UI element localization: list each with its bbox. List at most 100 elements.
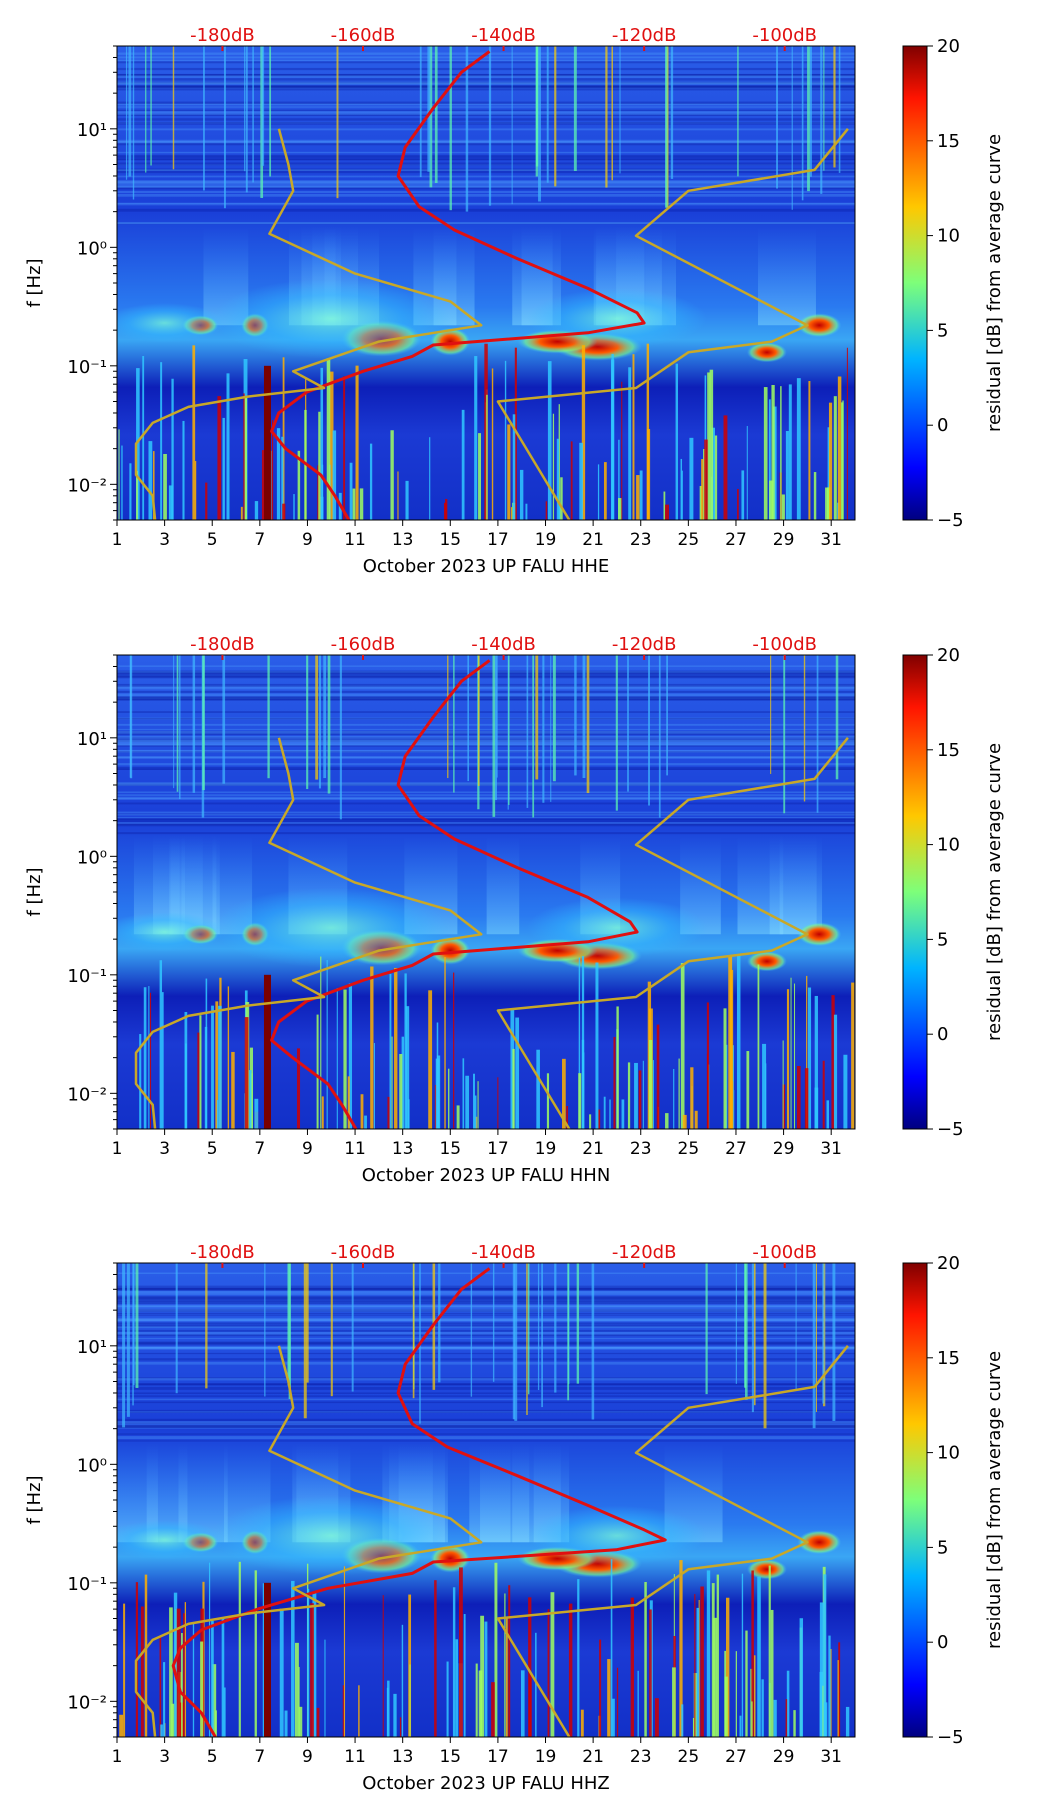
x-tick-label: 13 [392, 530, 414, 550]
y-axis: 10⁻² 10⁻¹ 10⁰ 10¹ [67, 654, 117, 1130]
x-tick-label: 23 [630, 1139, 652, 1159]
colorbar-tick-label: 10 [937, 835, 960, 856]
y-tick-label: 10⁰ [77, 847, 107, 868]
x-tick-label: 15 [439, 1747, 461, 1767]
colorbar: 20 15 10 5 0 −5 residual [dB] from average cur… [902, 36, 1005, 531]
x-tick-label: 29 [773, 1139, 795, 1159]
x-tick-label: 29 [773, 1747, 795, 1767]
top-tick-label: -100dB [752, 634, 817, 655]
colorbar-tick-label: 20 [937, 36, 960, 57]
x-tick-label: 3 [159, 530, 170, 550]
x-tick-label: 9 [302, 530, 313, 550]
noise-model-curve-2 [496, 737, 849, 1129]
colorbar-tick-label: 15 [937, 1348, 960, 1369]
colorbar-gradient [902, 45, 928, 521]
colorbar-label: residual [dB] from average curve [984, 743, 1005, 1041]
red-average-curve [270, 50, 646, 520]
noise-model-curve-2 [496, 128, 849, 520]
x-tick-label: 25 [678, 1139, 700, 1159]
x-tick-label: 3 [159, 1747, 170, 1767]
top-tick-label: -120dB [612, 25, 677, 46]
y-axis-label: f [Hz] [24, 867, 45, 916]
x-tick-label: 15 [439, 1139, 461, 1159]
x-tick-label: 19 [535, 1139, 557, 1159]
y-axis: 10⁻² 10⁻¹ 10⁰ 10¹ [67, 45, 117, 521]
y-tick-label: 10⁻² [67, 475, 107, 496]
x-tick-label: 19 [535, 1747, 557, 1767]
colorbar-tick-label: 15 [937, 740, 960, 761]
red-average-curve [171, 1267, 667, 1737]
noise-model-curve-2 [496, 1345, 849, 1737]
colorbar-tick-label: −5 [937, 1727, 964, 1748]
top-tick-label: -100dB [752, 1242, 817, 1263]
x-tick-label: 5 [207, 530, 218, 550]
x-tick-label: 17 [487, 530, 509, 550]
x-tick-label: 27 [725, 530, 747, 550]
x-tick-label: 21 [582, 1139, 604, 1159]
colorbar-tick-label: 20 [937, 645, 960, 666]
heatmap-area [117, 1263, 855, 1737]
y-tick-label: 10⁻² [67, 1692, 107, 1713]
x-tick-label: 31 [820, 530, 842, 550]
x-axis: 1 3 5 7 9 11 13 15 17 19 21 23 25 27 29 31 [112, 520, 842, 550]
colorbar-tick-label: 0 [937, 1024, 948, 1045]
colorbar-tick-label: 5 [937, 929, 948, 950]
y-tick-label: 10⁻¹ [67, 1574, 107, 1595]
x-tick-label: 31 [820, 1139, 842, 1159]
x-tick-label: 3 [159, 1139, 170, 1159]
colorbar: 20 15 10 5 0 −5 residual [dB] from average cur… [902, 1253, 1005, 1748]
x-tick-label: 1 [112, 1139, 123, 1159]
colorbar-tick-label: −5 [937, 1119, 964, 1140]
colorbar-gradient [902, 1262, 928, 1738]
colorbar-tick-label: −5 [937, 510, 964, 531]
x-axis: 1 3 5 7 9 11 13 15 17 19 21 23 25 27 29 31 [112, 1737, 842, 1767]
x-tick-label: 31 [820, 1747, 842, 1767]
x-tick-label: 25 [678, 1747, 700, 1767]
top-tick-label: -160dB [331, 634, 396, 655]
colorbar-tick-label: 10 [937, 1443, 960, 1464]
noise-model-curve-1 [134, 737, 483, 1129]
x-tick-label: 27 [725, 1747, 747, 1767]
x-tick-label: 11 [344, 1139, 366, 1159]
x-tick-label: 21 [582, 530, 604, 550]
x-tick-label: 11 [344, 1747, 366, 1767]
x-tick-label: 11 [344, 530, 366, 550]
y-tick-label: 10⁰ [77, 1455, 107, 1476]
y-tick-label: 10⁻¹ [67, 966, 107, 987]
x-tick-label: 27 [725, 1139, 747, 1159]
spike-day-7 [263, 365, 271, 520]
top-tick-label: -140dB [471, 25, 536, 46]
y-tick-label: 10¹ [77, 120, 107, 141]
colorbar-tick-label: 0 [937, 1632, 948, 1653]
x-axis-label: October 2023 UP FALU HHN [362, 1165, 611, 1186]
colorbar-tick-label: 5 [937, 320, 948, 341]
x-tick-label: 13 [392, 1139, 414, 1159]
x-tick-label: 7 [254, 1139, 265, 1159]
y-axis-label: f [Hz] [24, 258, 45, 307]
top-tick-label: -140dB [471, 634, 536, 655]
x-tick-label: 21 [582, 1747, 604, 1767]
x-tick-label: 17 [487, 1747, 509, 1767]
x-tick-label: 1 [112, 530, 123, 550]
y-tick-label: 10⁻² [67, 1084, 107, 1105]
heatmap-area [117, 655, 855, 1129]
x-tick-label: 13 [392, 1747, 414, 1767]
spike-day-7 [263, 974, 271, 1129]
y-axis: 10⁻² 10⁻¹ 10⁰ 10¹ [67, 1262, 117, 1738]
y-tick-label: 10¹ [77, 729, 107, 750]
x-tick-label: 5 [207, 1139, 218, 1159]
top-db-axis: -180dB -160dB -140dB -120dB -100dB [190, 1242, 817, 1268]
x-tick-label: 7 [254, 530, 265, 550]
x-tick-label: 23 [630, 530, 652, 550]
x-tick-label: 5 [207, 1747, 218, 1767]
x-tick-label: 1 [112, 1747, 123, 1767]
top-tick-label: -180dB [190, 634, 255, 655]
noise-model-curve-1 [134, 1345, 483, 1737]
x-tick-label: 25 [678, 530, 700, 550]
top-db-axis: -180dB -160dB -140dB -120dB -100dB [190, 25, 817, 51]
top-tick-label: -100dB [752, 25, 817, 46]
x-tick-label: 15 [439, 530, 461, 550]
colorbar-gradient [902, 654, 928, 1130]
top-tick-label: -160dB [331, 1242, 396, 1263]
